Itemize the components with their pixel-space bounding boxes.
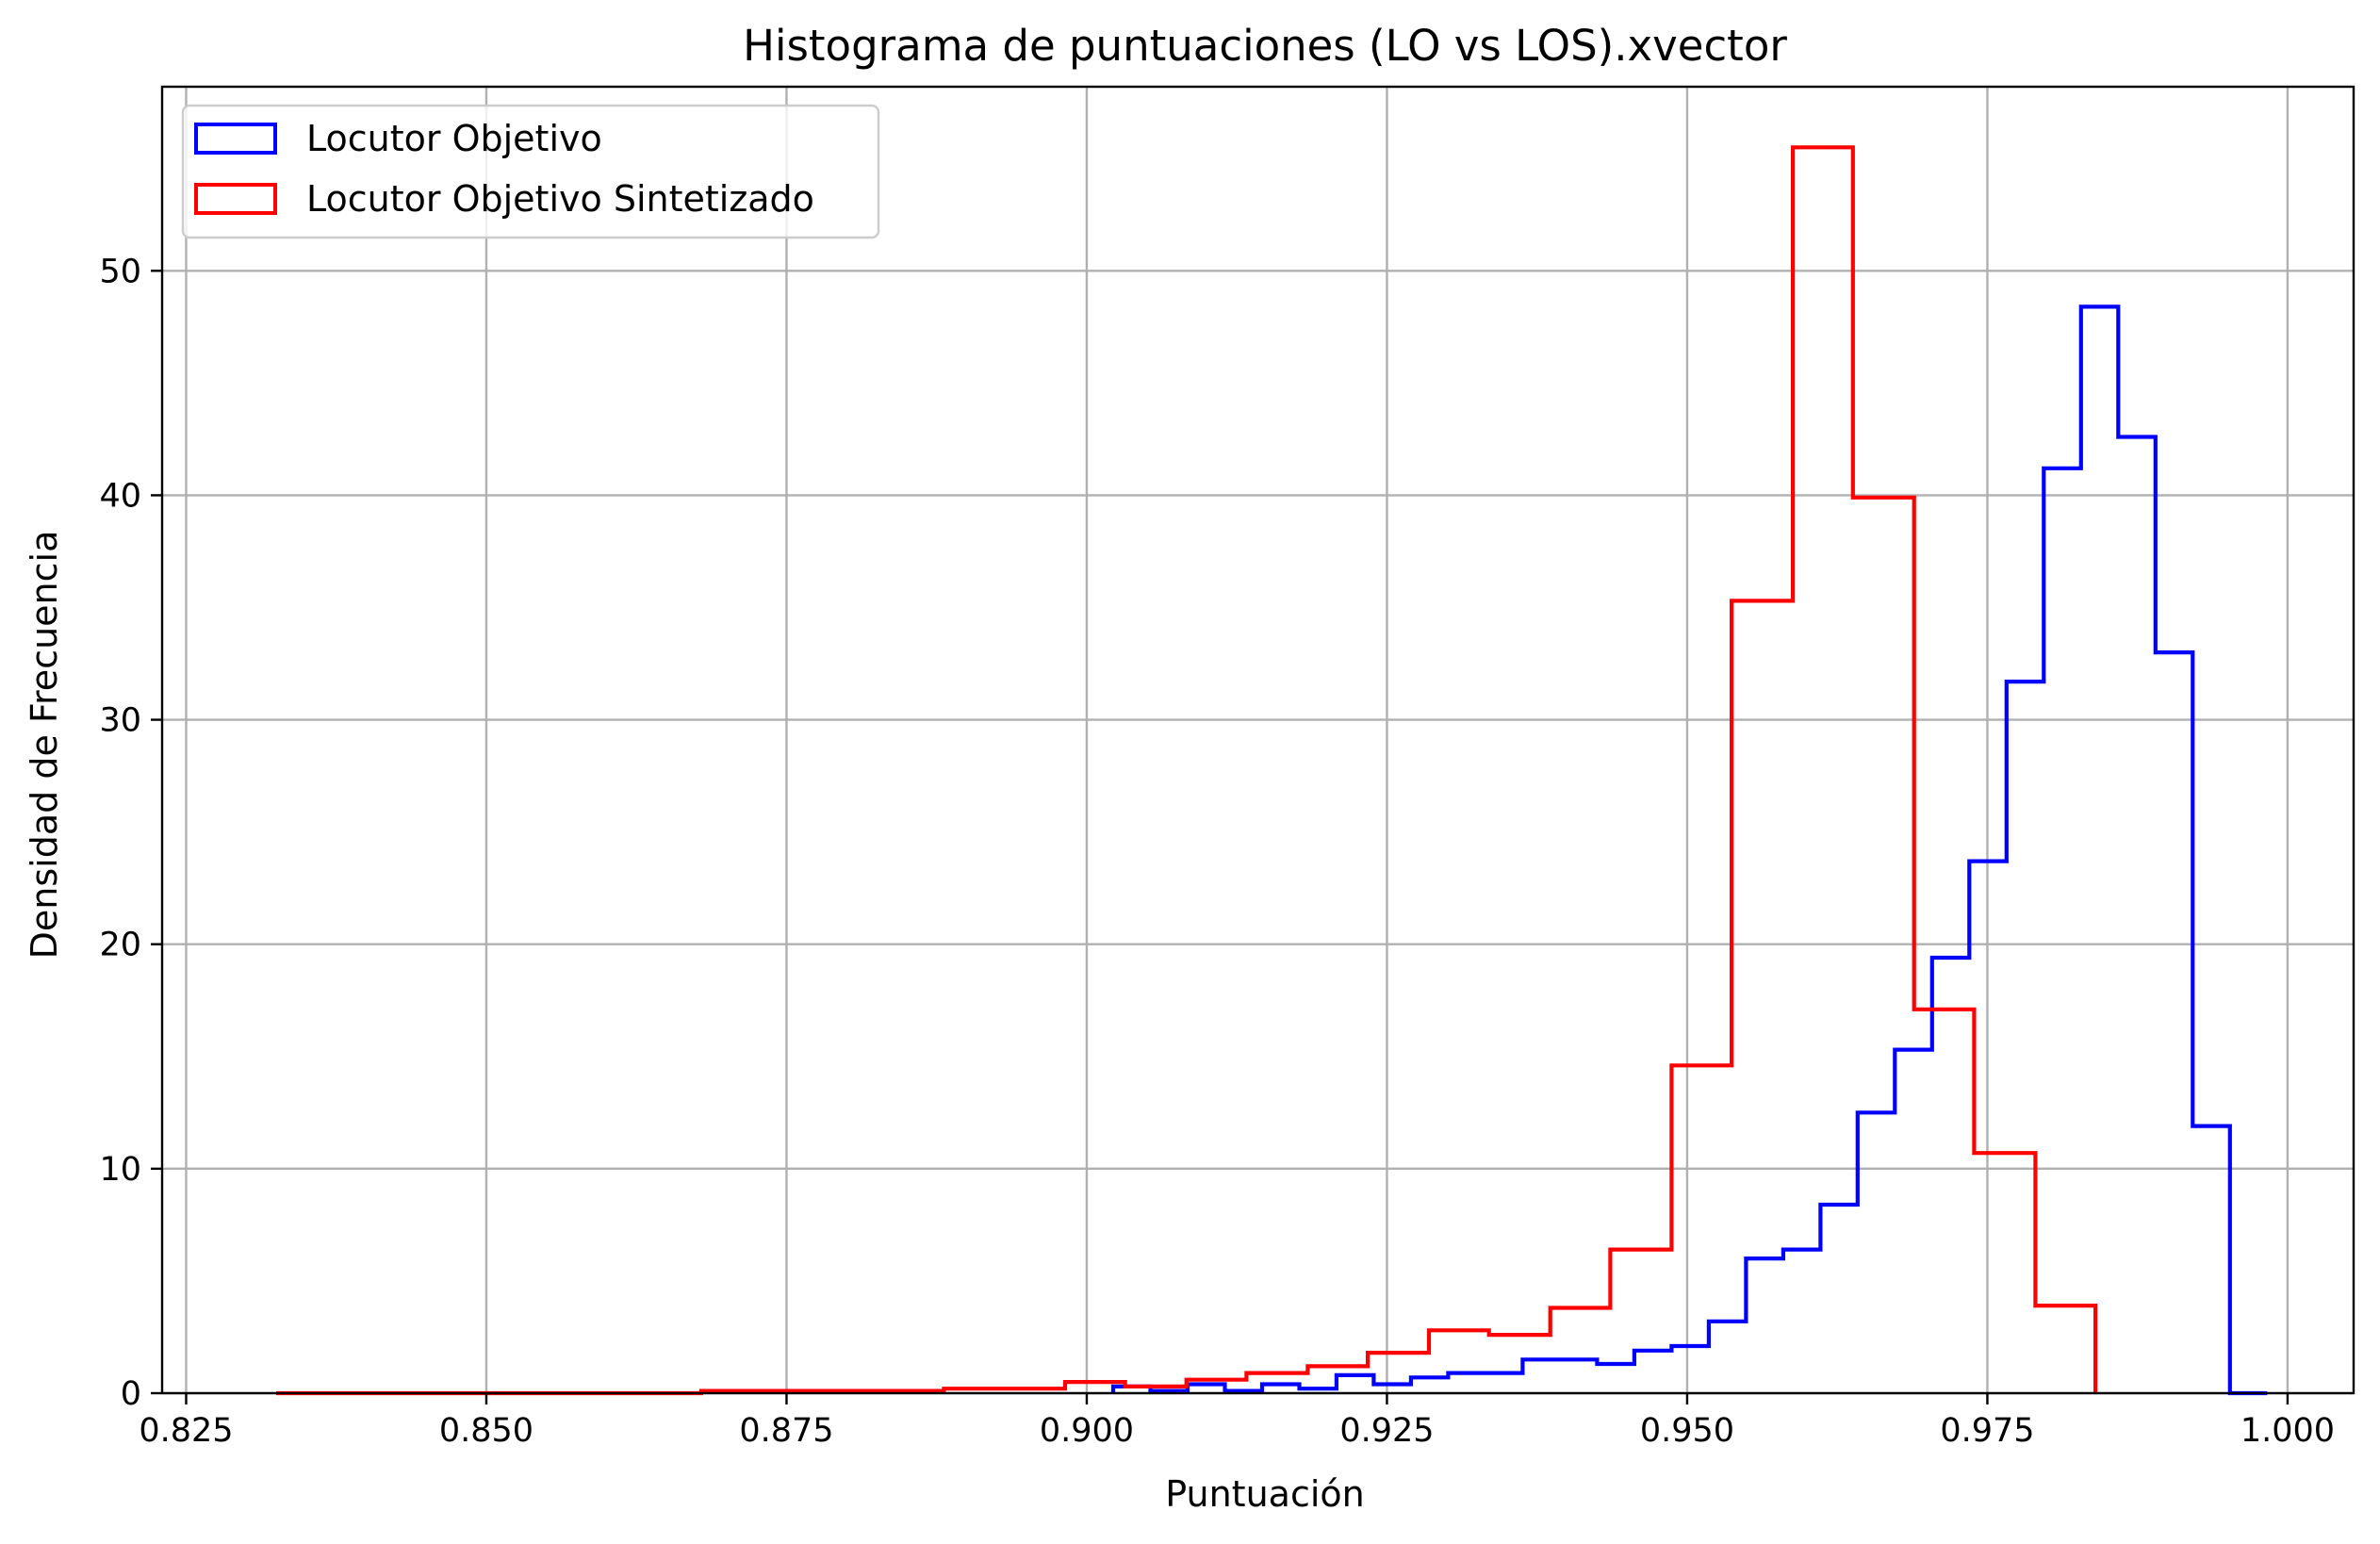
- legend-label-locutor-objetivo: Locutor Objetivo: [306, 118, 602, 159]
- y-tick-label: 30: [99, 702, 141, 740]
- histogram-series-locutor-objetivo-sintetizado: [276, 145, 2098, 1396]
- legend-box: [181, 104, 880, 239]
- x-axis-label: Puntuación: [1165, 1473, 1364, 1515]
- legend: Locutor Objetivo Locutor Objetivo Sintet…: [181, 104, 880, 239]
- x-tick-label: 0.975: [1940, 1412, 2034, 1450]
- x-tick-label: 0.950: [1640, 1412, 1734, 1450]
- y-axis-ticks: 0 10 20 30 40 50: [99, 253, 162, 1413]
- plot-frame: [160, 85, 2355, 1395]
- legend-swatch-locutor-objetivo-sintetizado: [194, 183, 277, 215]
- x-tick-label: 0.825: [139, 1412, 233, 1450]
- y-tick-label: 40: [99, 477, 141, 515]
- chart-title: Histograma de puntuaciones (LO vs LOS).x…: [743, 21, 1787, 71]
- x-tick-label: 0.925: [1339, 1412, 1434, 1450]
- x-tick-label: 0.900: [1040, 1412, 1134, 1450]
- x-tick-label: 0.850: [439, 1412, 533, 1450]
- y-tick-label: 50: [99, 253, 141, 290]
- histogram-series: [276, 145, 2268, 1396]
- x-tick-label: 1.000: [2240, 1412, 2335, 1450]
- y-tick-label: 0: [121, 1375, 141, 1413]
- legend-swatch-locutor-objetivo: [194, 123, 277, 155]
- y-tick-label: 20: [99, 927, 141, 964]
- legend-label-locutor-objetivo-sintetizado: Locutor Objetivo Sintetizado: [306, 178, 814, 220]
- x-tick-label: 0.875: [739, 1412, 833, 1450]
- y-tick-label: 10: [99, 1151, 141, 1189]
- y-axis-label: Densidad de Frecuencia: [24, 531, 65, 960]
- x-axis-ticks: 0.825 0.850 0.875 0.900 0.925 0.950 0.975 1.000: [139, 1393, 2335, 1450]
- histogram-series-locutor-objetivo: [1110, 304, 2268, 1396]
